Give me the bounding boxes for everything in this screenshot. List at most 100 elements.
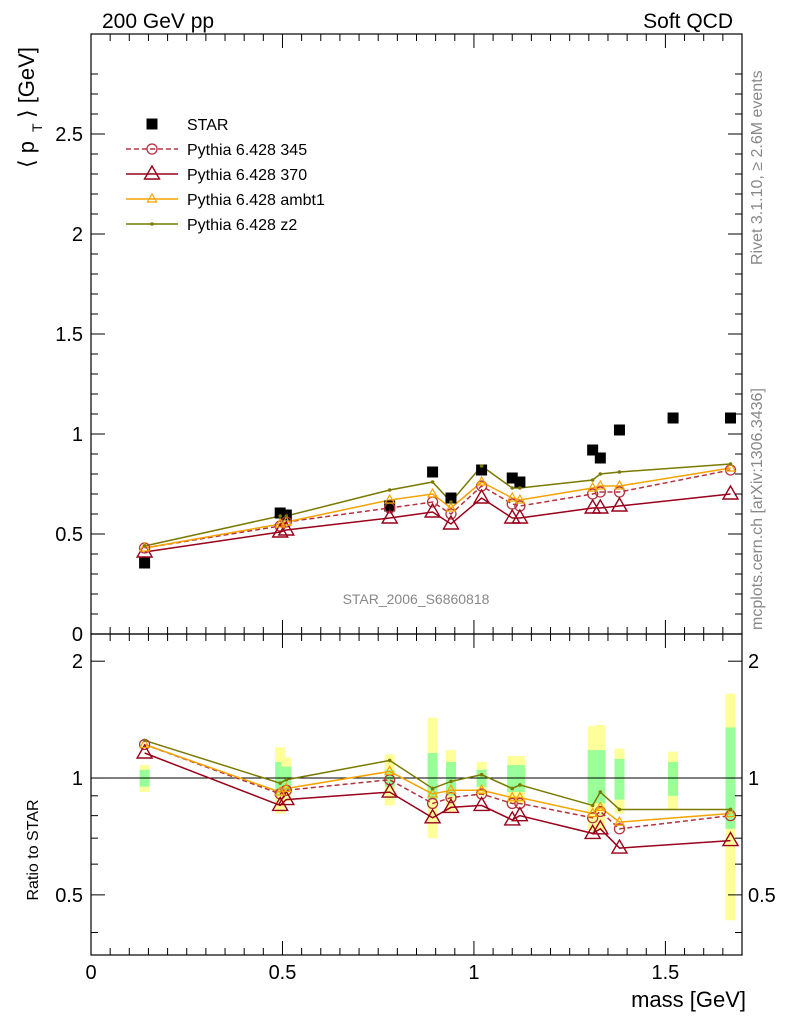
marker-triangle bbox=[442, 514, 460, 530]
band-inner bbox=[507, 765, 518, 793]
marker-circle bbox=[594, 805, 606, 818]
marker-triangle bbox=[721, 831, 740, 847]
marker-dot bbox=[284, 777, 289, 782]
band-inner bbox=[427, 753, 438, 800]
legend-label: Pythia 6.428 345 bbox=[187, 142, 307, 159]
ratio-bands bbox=[139, 693, 736, 921]
marker-small-triangle bbox=[594, 801, 606, 812]
marker-dot bbox=[590, 478, 595, 482]
marker-dot bbox=[617, 807, 622, 812]
ratio-y-axis-label: Ratio to STAR bbox=[25, 799, 42, 900]
star-point bbox=[587, 444, 599, 456]
marker-small-triangle bbox=[594, 479, 606, 490]
marker-triangle bbox=[277, 520, 296, 536]
marker-circle bbox=[587, 812, 599, 824]
marker-dot bbox=[142, 544, 147, 548]
star-point bbox=[476, 464, 488, 476]
series-line bbox=[144, 493, 731, 553]
marker-small-triangle bbox=[506, 791, 518, 802]
marker-dot bbox=[278, 514, 282, 518]
marker-small-triangle bbox=[506, 491, 518, 502]
marker-circle bbox=[613, 823, 626, 835]
star-point bbox=[506, 472, 518, 484]
marker-dot bbox=[150, 222, 154, 226]
marker-dot bbox=[430, 786, 435, 791]
x-axis-label: mass [GeV] bbox=[631, 987, 746, 1012]
x-tick-label: 0.5 bbox=[269, 962, 297, 984]
header-right: Soft QCD bbox=[643, 10, 733, 33]
legend-label: Pythia 6.428 370 bbox=[187, 167, 307, 184]
legend-label: Pythia 6.428 z2 bbox=[187, 217, 297, 234]
marker-dot bbox=[278, 781, 282, 785]
marker-dot bbox=[449, 779, 453, 784]
axes: 0 0.5 1 1.5 2 2.5 0.5 0.5 1 1 2 2 0 0.5 1 1.5 bbox=[55, 33, 776, 984]
x-tick-label: 1.5 bbox=[652, 962, 680, 984]
marker-small-triangle bbox=[280, 782, 292, 793]
marker-dot bbox=[449, 500, 453, 504]
marker-triangle bbox=[380, 508, 399, 524]
marker-dot bbox=[617, 470, 622, 474]
legend-label: STAR bbox=[187, 117, 228, 134]
marker-triangle bbox=[591, 498, 610, 514]
marker-triangle bbox=[380, 782, 399, 798]
mcplots-label: mcplots.cern.ch [arXiv:1306.3436] bbox=[749, 388, 766, 630]
marker-triangle bbox=[511, 508, 529, 524]
marker-dot bbox=[284, 514, 289, 518]
y-tick-label: 0 bbox=[72, 624, 83, 646]
x-tick-label: 1 bbox=[468, 962, 479, 984]
marker-triangle bbox=[271, 522, 289, 538]
star-point bbox=[725, 412, 737, 424]
svg-text:T: T bbox=[29, 123, 45, 132]
marker-dot bbox=[598, 790, 603, 794]
marker-small-triangle bbox=[476, 784, 488, 794]
svg-text:⟨ p: ⟨ p bbox=[14, 141, 39, 168]
marker-circle bbox=[506, 797, 518, 810]
star-point bbox=[594, 452, 606, 464]
star-point bbox=[146, 118, 158, 130]
ratio-line bbox=[144, 752, 731, 849]
main-series bbox=[135, 412, 740, 569]
star-point bbox=[427, 466, 439, 478]
marker-triangle bbox=[583, 824, 602, 840]
marker-small-triangle bbox=[724, 807, 737, 818]
ratio-y-tick-label: 2 bbox=[72, 651, 83, 673]
header-left: 200 GeV pp bbox=[102, 10, 214, 33]
marker-small-triangle bbox=[384, 765, 396, 776]
marker-triangle bbox=[442, 798, 460, 814]
marker-triangle bbox=[135, 743, 154, 759]
star-point bbox=[667, 412, 679, 424]
band-inner bbox=[614, 758, 625, 800]
marker-triangle bbox=[503, 508, 521, 524]
legend: STAR Pythia 6.428 345 Pythia 6.428 370 Pyth… bbox=[126, 117, 325, 234]
star-point bbox=[613, 424, 625, 436]
band-inner bbox=[587, 750, 598, 804]
marker-dot bbox=[142, 738, 147, 743]
marker-small-triangle bbox=[587, 481, 599, 492]
marker-triangle bbox=[472, 796, 491, 812]
marker-dot bbox=[728, 807, 733, 812]
marker-triangle bbox=[143, 164, 161, 180]
marker-small-triangle bbox=[280, 515, 292, 526]
series-line bbox=[144, 467, 731, 549]
marker-triangle bbox=[591, 819, 610, 835]
marker-triangle bbox=[472, 488, 491, 504]
star-point bbox=[139, 557, 151, 569]
legend-label: Pythia 6.428 ambt1 bbox=[187, 192, 325, 209]
marker-dot bbox=[510, 486, 515, 490]
marker-small-triangle bbox=[427, 787, 439, 798]
star-point bbox=[384, 500, 396, 512]
marker-triangle bbox=[721, 484, 740, 500]
marker-triangle bbox=[610, 838, 629, 854]
marker-small-triangle bbox=[139, 738, 151, 749]
band-inner bbox=[595, 750, 606, 804]
marker-small-triangle bbox=[445, 784, 457, 794]
marker-small-triangle bbox=[476, 475, 488, 486]
marker-small-triangle bbox=[146, 192, 158, 203]
ratio-y-tick-label: 1 bbox=[72, 768, 83, 790]
marker-small-triangle bbox=[724, 461, 737, 472]
marker-small-triangle bbox=[514, 493, 526, 504]
ratio-y-tick-label-right: 2 bbox=[748, 651, 759, 673]
marker-triangle bbox=[423, 502, 442, 518]
y-tick-label: 2.5 bbox=[55, 124, 83, 146]
star-point bbox=[514, 476, 526, 488]
